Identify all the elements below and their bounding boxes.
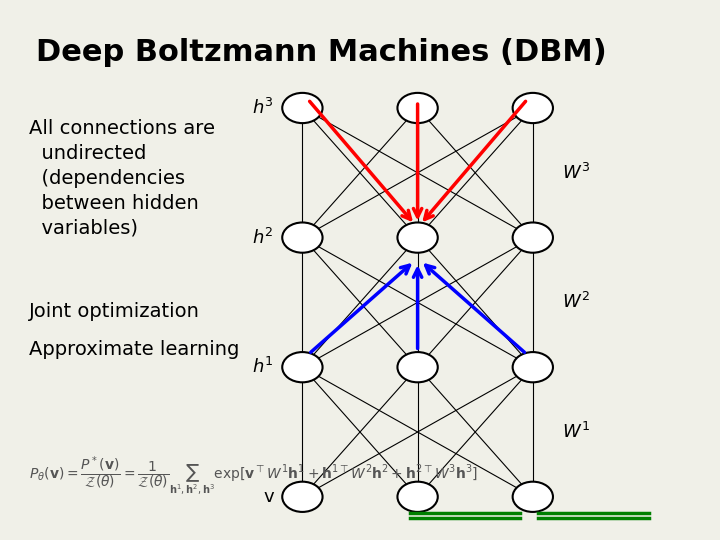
Text: v: v [263, 488, 274, 506]
Circle shape [282, 93, 323, 123]
Text: Joint optimization: Joint optimization [29, 302, 199, 321]
Text: $W^3$: $W^3$ [562, 163, 590, 183]
FancyArrowPatch shape [311, 265, 410, 352]
Text: $h^3$: $h^3$ [252, 98, 274, 118]
Text: $W^1$: $W^1$ [562, 422, 590, 442]
Circle shape [282, 222, 323, 253]
Text: Approximate learning: Approximate learning [29, 340, 239, 359]
Circle shape [513, 482, 553, 512]
FancyArrowPatch shape [310, 102, 410, 219]
Circle shape [397, 93, 438, 123]
Circle shape [282, 482, 323, 512]
Circle shape [397, 352, 438, 382]
Text: Deep Boltzmann Machines (DBM): Deep Boltzmann Machines (DBM) [36, 38, 607, 67]
Text: $P_{\theta}(\mathbf{v}) = \dfrac{P^*(\mathbf{v})}{\mathcal{Z}(\theta)} = \dfrac{: $P_{\theta}(\mathbf{v}) = \dfrac{P^*(\ma… [29, 455, 478, 498]
Circle shape [513, 93, 553, 123]
Text: $W^2$: $W^2$ [562, 292, 590, 313]
Circle shape [513, 352, 553, 382]
Circle shape [397, 222, 438, 253]
FancyArrowPatch shape [413, 104, 422, 217]
Circle shape [282, 352, 323, 382]
FancyArrowPatch shape [413, 269, 422, 348]
Circle shape [513, 222, 553, 253]
Text: $h^1$: $h^1$ [252, 357, 274, 377]
Text: $h^2$: $h^2$ [252, 227, 274, 248]
FancyArrowPatch shape [426, 265, 524, 352]
Text: All connections are
  undirected
  (dependencies
  between hidden
  variables): All connections are undirected (dependen… [29, 119, 215, 238]
Circle shape [397, 482, 438, 512]
FancyArrowPatch shape [425, 102, 526, 219]
